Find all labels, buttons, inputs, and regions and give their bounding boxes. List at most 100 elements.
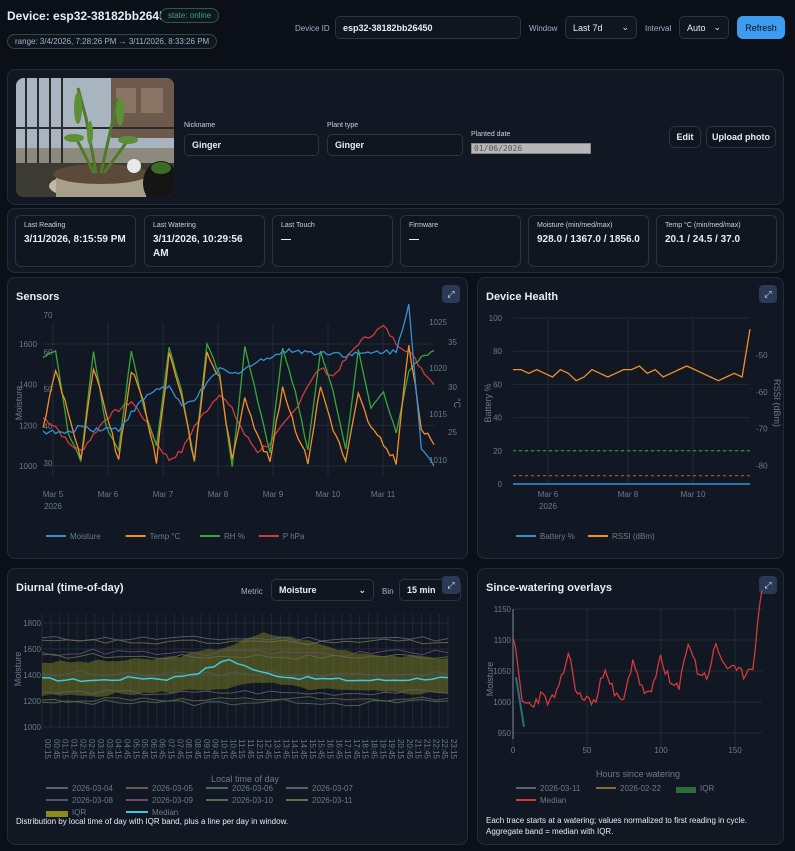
legend-label-rssi: RSSI (dBm) xyxy=(612,532,655,541)
y-tick-label: 1200 xyxy=(19,421,37,430)
x-axis-label: Hours since watering xyxy=(596,769,680,779)
y-right2-tick-label: 25 xyxy=(448,428,457,437)
nickname-input[interactable]: Ginger xyxy=(184,134,319,156)
planted-date-input[interactable]: 01/06/2026 xyxy=(471,143,591,154)
legend-label-rh: RH % xyxy=(224,532,245,541)
x-year-label: 2026 xyxy=(44,502,62,511)
x-tick-label: Mar 5 xyxy=(43,490,64,499)
x-tick-label: 19:15 xyxy=(378,739,387,760)
x-tick-label: 00:45 xyxy=(52,739,61,760)
stat-value: — xyxy=(281,234,291,245)
expand-icon[interactable]: ⤢ xyxy=(759,285,777,303)
x-tick-label: Mar 9 xyxy=(263,490,284,499)
legend-label: Median xyxy=(152,808,178,817)
x-tick-label: 21:15 xyxy=(414,739,423,760)
legend-swatch xyxy=(46,787,68,789)
refresh-button[interactable]: Refresh xyxy=(737,16,785,39)
y2-tick-label: 60 xyxy=(44,348,53,357)
x-tick-label: Mar 6 xyxy=(98,490,119,499)
y-right-tick-label: 1010 xyxy=(429,456,447,465)
x-tick-label: 02:45 xyxy=(87,739,96,760)
y2-tick-label: 70 xyxy=(44,311,53,320)
legend-swatch xyxy=(46,811,68,817)
x-tick-label: 13:15 xyxy=(272,739,281,760)
legend-label: IQR xyxy=(72,808,86,817)
y-tick-label: 1000 xyxy=(23,723,41,732)
window-select[interactable]: Last 7d ⌄ xyxy=(565,16,637,39)
series-line-2026-03-11 xyxy=(515,677,525,727)
since-watering-chart: 950 1000 1050 1100 1150 0 50 100 150 Hours since … xyxy=(485,590,763,805)
day-line-2026-03-11 xyxy=(41,638,449,646)
y-right-tick-label: 1020 xyxy=(429,364,447,373)
legend-label: 2026-03-10 xyxy=(232,796,273,805)
x-tick-label: Mar 8 xyxy=(618,490,639,499)
stat-label: Last Reading xyxy=(24,222,66,229)
plant-type-input[interactable]: Ginger xyxy=(327,134,463,156)
stat-value: 20.1 / 24.5 / 37.0 xyxy=(665,234,741,245)
stat-label: Last Touch xyxy=(281,222,315,229)
y-right2-tick-label: 35 xyxy=(448,338,457,347)
y-tick-label: 1100 xyxy=(494,636,512,645)
expand-icon[interactable]: ⤢ xyxy=(759,576,777,594)
metric-select-value: Moisture xyxy=(279,585,317,595)
legend-swatch xyxy=(596,787,616,789)
stat-label: Moisture (min/med/max) xyxy=(537,222,613,229)
device-health-chart: 0 20 40 60 80 100 Mar 6 Mar 8 Mar 10 2026 -80 -70 -6… xyxy=(483,314,782,541)
x-tick-label: 15:15 xyxy=(308,739,317,760)
x-tick-label: 12:15 xyxy=(255,739,264,760)
chevron-down-icon: ⌄ xyxy=(713,22,721,32)
legend-label-temp: Temp °C xyxy=(150,532,181,541)
y-tick-label: 1050 xyxy=(493,667,511,676)
median-line xyxy=(512,590,763,708)
chevron-down-icon: ⌄ xyxy=(358,584,366,595)
legend-label: 2026-03-07 xyxy=(312,784,353,793)
x-tick-label: 00:15 xyxy=(43,739,52,760)
interval-select[interactable]: Auto ⌄ xyxy=(679,16,729,39)
device-id-input[interactable]: esp32-38182bb26450 xyxy=(335,16,521,39)
x-tick-label: 14:15 xyxy=(290,739,299,760)
stat-label: Temp °C (min/med/max) xyxy=(665,222,741,229)
plant-photo xyxy=(16,78,174,197)
day-line-2026-03-07 xyxy=(41,689,449,696)
stat-moisture: Moisture (min/med/max) 928.0 / 1367.0 / 1… xyxy=(528,215,649,267)
y-tick-label: 60 xyxy=(493,380,502,389)
x-tick-label: 0 xyxy=(511,746,516,755)
x-tick-label: 08:15 xyxy=(184,739,193,760)
x-tick-label: 100 xyxy=(654,746,668,755)
stat-value: — xyxy=(409,234,419,245)
y-tick-label: 950 xyxy=(498,729,512,738)
y2-axis-label: °C xyxy=(452,398,462,409)
legend-swatch xyxy=(126,787,148,789)
x-tick-label: 05:15 xyxy=(131,739,140,760)
y-tick-label: 20 xyxy=(493,447,502,456)
x-tick-label: Mar 8 xyxy=(208,490,229,499)
x-tick-label: 23:15 xyxy=(449,739,458,760)
x-tick-label: Mar 10 xyxy=(681,490,706,499)
legend-swatch xyxy=(286,799,308,801)
y-axis-label: Moisture xyxy=(14,386,24,421)
y-tick-label: 80 xyxy=(493,347,502,356)
edit-button[interactable]: Edit xyxy=(669,126,701,148)
median-line xyxy=(41,658,449,683)
chevron-down-icon: ⌄ xyxy=(621,22,629,32)
window-select-value: Last 7d xyxy=(573,22,603,33)
stat-temp: Temp °C (min/med/max) 20.1 / 24.5 / 37.0 xyxy=(656,215,777,267)
expand-icon[interactable]: ⤢ xyxy=(442,576,460,594)
x-tick-label: 08:45 xyxy=(193,739,202,760)
x-tick-label: 19:45 xyxy=(387,739,396,760)
expand-icon[interactable]: ⤢ xyxy=(442,285,460,303)
upload-photo-button[interactable]: Upload photo xyxy=(706,126,776,148)
metric-select[interactable]: Moisture ⌄ xyxy=(271,579,374,601)
x-tick-label: Mar 7 xyxy=(153,490,174,499)
x-tick-label: 10:45 xyxy=(228,739,237,760)
device-health-title: Device Health xyxy=(486,291,559,303)
plant-panel: Nickname Ginger Plant type Ginger Plante… xyxy=(7,69,784,205)
bin-select-value: 15 min xyxy=(407,585,436,595)
day-line-2026-03-06 xyxy=(41,698,449,707)
x-tick-label: 18:45 xyxy=(370,739,379,760)
x-tick-label: 12:45 xyxy=(264,739,273,760)
series-line-rh xyxy=(42,341,435,467)
legend-swatch xyxy=(676,787,696,793)
day-line-2026-03-10 xyxy=(41,652,449,660)
